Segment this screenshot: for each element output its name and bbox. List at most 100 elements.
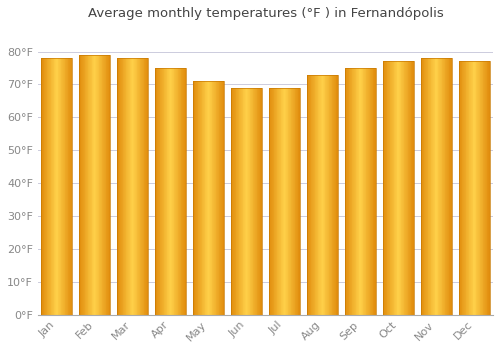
Bar [328,75,330,315]
Bar [307,75,308,315]
Bar [106,55,107,315]
Bar [327,75,328,315]
Bar [238,88,240,315]
Bar [43,58,44,315]
Bar [395,62,396,315]
Bar [352,68,354,315]
Bar [176,68,177,315]
Bar [256,88,258,315]
Bar [101,55,102,315]
Bar [269,88,300,315]
Bar [476,62,477,315]
Bar [56,58,57,315]
Bar [231,88,232,315]
Bar [441,58,442,315]
Bar [412,62,413,315]
Bar [317,75,318,315]
Bar [247,88,248,315]
Bar [478,62,479,315]
Bar [62,58,63,315]
Bar [307,75,338,315]
Bar [320,75,321,315]
Bar [245,88,246,315]
Bar [193,81,194,315]
Bar [272,88,274,315]
Bar [337,75,338,315]
Bar [448,58,450,315]
Bar [82,55,83,315]
Bar [370,68,371,315]
Bar [254,88,255,315]
Bar [177,68,178,315]
Bar [104,55,105,315]
Bar [166,68,168,315]
Bar [193,81,224,315]
Bar [242,88,244,315]
Bar [84,55,86,315]
Bar [293,88,294,315]
Bar [158,68,159,315]
Bar [69,58,70,315]
Bar [398,62,399,315]
Bar [222,81,224,315]
Bar [199,81,200,315]
Bar [50,58,51,315]
Bar [70,58,71,315]
Bar [280,88,281,315]
Bar [474,62,475,315]
Bar [362,68,364,315]
Bar [346,68,347,315]
Bar [366,68,368,315]
Bar [241,88,242,315]
Bar [250,88,251,315]
Bar [88,55,90,315]
Bar [57,58,58,315]
Bar [80,55,82,315]
Bar [117,58,118,315]
Bar [458,62,460,315]
Bar [131,58,132,315]
Bar [93,55,94,315]
Bar [299,88,300,315]
Bar [255,88,256,315]
Bar [472,62,474,315]
Bar [52,58,53,315]
Bar [488,62,489,315]
Bar [211,81,212,315]
Bar [358,68,360,315]
Bar [107,55,108,315]
Bar [206,81,207,315]
Bar [389,62,390,315]
Bar [333,75,334,315]
Bar [108,55,110,315]
Bar [354,68,355,315]
Bar [382,62,384,315]
Bar [160,68,162,315]
Bar [216,81,217,315]
Bar [481,62,482,315]
Bar [475,62,476,315]
Bar [396,62,398,315]
Bar [371,68,372,315]
Bar [443,58,444,315]
Bar [236,88,237,315]
Bar [285,88,286,315]
Bar [207,81,208,315]
Bar [184,68,186,315]
Bar [331,75,332,315]
Bar [394,62,395,315]
Bar [393,62,394,315]
Bar [127,58,128,315]
Bar [71,58,72,315]
Bar [64,58,66,315]
Bar [461,62,462,315]
Bar [486,62,488,315]
Bar [233,88,234,315]
Bar [41,58,72,315]
Bar [183,68,184,315]
Bar [369,68,370,315]
Bar [336,75,337,315]
Bar [218,81,220,315]
Bar [482,62,484,315]
Bar [428,58,429,315]
